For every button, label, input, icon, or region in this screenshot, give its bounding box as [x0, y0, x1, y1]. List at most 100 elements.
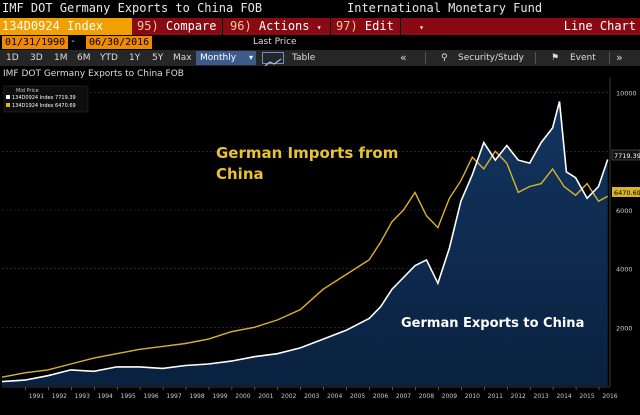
chart-type-selector[interactable]: Line Chart: [563, 19, 636, 33]
tag-box: [612, 187, 640, 197]
last-value-tag-imports: 6470.69: [612, 187, 640, 197]
x-tick-label: 2011: [488, 393, 503, 400]
period-1y[interactable]: 1Y: [129, 53, 141, 63]
x-axis-band: [0, 387, 640, 415]
period-bar: 1D 3D 1M 6M YTD 1Y 5Y Max Monthly ▾ Tabl…: [0, 50, 640, 67]
last-value-tag-exports: 7719.39: [611, 149, 640, 161]
event-button[interactable]: Event: [570, 53, 596, 63]
frequency-dropdown[interactable]: Monthly ▾: [196, 51, 256, 65]
period-max[interactable]: Max: [173, 53, 192, 63]
double-chevron-right-icon[interactable]: »: [616, 51, 623, 64]
x-tick-label: 2000: [235, 393, 250, 400]
legend-box: [3, 85, 89, 113]
period-6m[interactable]: 6M: [77, 53, 91, 63]
divider: [222, 18, 223, 35]
title-bar: IMF DOT Germany Exports to China FOB Int…: [0, 0, 640, 18]
x-tick-label: 2006: [373, 393, 388, 400]
x-tick-label: 2003: [304, 393, 319, 400]
edit-label: Edit: [364, 19, 394, 33]
x-tick-label: 2009: [442, 393, 457, 400]
date-range-bar: 01/31/1990 - 06/30/2016 Last Price: [0, 35, 640, 50]
data-source-label: International Monetary Fund: [347, 1, 543, 15]
x-tick-label: 1992: [52, 393, 67, 400]
x-tick-label: 2013: [534, 393, 549, 400]
x-tick-label: 2007: [396, 393, 411, 400]
gridlines: [2, 92, 610, 328]
last-value-exports: 7719.39: [614, 152, 640, 160]
security-study-button[interactable]: Security/Study: [458, 53, 524, 63]
chevron-down-icon: ▾: [248, 53, 253, 62]
y-tick-label: 10000: [616, 90, 637, 98]
x-tick-label: 2002: [281, 393, 296, 400]
period-1m[interactable]: 1M: [54, 53, 68, 63]
legend: Mid Price 134D0924 Index 7719.39 134D192…: [3, 85, 89, 113]
double-chevron-left-icon[interactable]: «: [400, 51, 407, 64]
ticker-field[interactable]: 134D0924 Index: [0, 18, 132, 35]
legend-item-exports: 134D0924 Index 7719.39: [12, 95, 76, 101]
divider: [425, 52, 426, 64]
compare-label: Compare: [165, 19, 217, 33]
last-price-label: Last Price: [253, 37, 297, 47]
line-chart-icon[interactable]: [262, 52, 284, 67]
legend-header: Mid Price: [16, 88, 39, 94]
exports-area: [2, 101, 608, 386]
period-ytd[interactable]: YTD: [100, 53, 118, 63]
y-tick-label: 4000: [616, 266, 633, 274]
flag-icon: ⚑: [551, 53, 560, 63]
series-group: [1, 101, 609, 386]
divider: [609, 52, 610, 64]
axes: 1000080006000400020001991199219931994199…: [0, 78, 640, 415]
x-tick-label: 1994: [98, 393, 113, 400]
x-tick-label: 1991: [29, 393, 44, 400]
exports-series-line: [1, 101, 609, 383]
start-date-input[interactable]: 01/31/1990: [2, 36, 69, 49]
date-separator: -: [70, 36, 77, 47]
chart-title: IMF DOT Germany Exports to China FOB: [3, 69, 184, 79]
actions-shortcut: 96): [230, 19, 252, 33]
x-tick-label: 2014: [556, 393, 571, 400]
legend-swatch-imports: [6, 103, 10, 107]
imports-annotation-line2: China: [216, 165, 264, 183]
period-5y[interactable]: 5Y: [152, 53, 164, 63]
divider: [330, 18, 331, 35]
exports-annotation: German Exports to China: [401, 316, 584, 331]
x-tick-label: 1993: [75, 393, 90, 400]
legend-swatch-exports: [6, 95, 10, 99]
magnifier-icon: ⚲: [441, 53, 448, 63]
x-tick-label: 1995: [121, 393, 136, 400]
x-tick-label: 2012: [511, 393, 526, 400]
x-tick-label: 1999: [212, 393, 227, 400]
x-tick-label: 1998: [189, 393, 204, 400]
x-tick-label: 2016: [602, 393, 617, 400]
period-3d[interactable]: 3D: [30, 53, 43, 63]
chevron-down-icon: ▾: [419, 23, 424, 32]
imports-annotation-line1: German Imports from: [216, 144, 398, 162]
table-button[interactable]: Table: [292, 53, 316, 63]
tag-box: [611, 149, 640, 161]
x-tick-label: 2015: [579, 393, 594, 400]
x-tick-label: 2004: [327, 393, 342, 400]
edit-shortcut: 97): [336, 19, 358, 33]
y-tick-label: 6000: [616, 207, 633, 215]
x-tick-label: 2008: [419, 393, 434, 400]
x-tick-label: 2001: [258, 393, 273, 400]
edit-menu-button[interactable]: 97) Edit ▾: [336, 18, 424, 35]
y-tick-label: 2000: [616, 324, 633, 332]
actions-menu-button[interactable]: 96) Actions ▾: [230, 18, 322, 35]
period-1d[interactable]: 1D: [6, 53, 19, 63]
x-tick-label: 2010: [465, 393, 480, 400]
end-date-input[interactable]: 06/30/2016: [86, 36, 153, 49]
window-title: IMF DOT Germany Exports to China FOB: [2, 1, 263, 15]
imports-series-line: [1, 150, 609, 378]
x-tick-label: 1996: [143, 393, 158, 400]
last-value-imports: 6470.69: [614, 189, 640, 197]
legend-item-imports: 134D1924 Index 6470.69: [12, 103, 76, 109]
compare-button[interactable]: 95) Compare: [137, 18, 217, 35]
x-tick-label: 2005: [350, 393, 365, 400]
divider: [535, 52, 536, 64]
command-bar: 134D0924 Index 95) Compare 96) Actions ▾…: [0, 18, 640, 35]
frequency-value: Monthly: [200, 53, 237, 63]
divider: [400, 18, 401, 35]
chevron-down-icon: ▾: [316, 23, 322, 32]
compare-shortcut: 95): [137, 19, 159, 33]
